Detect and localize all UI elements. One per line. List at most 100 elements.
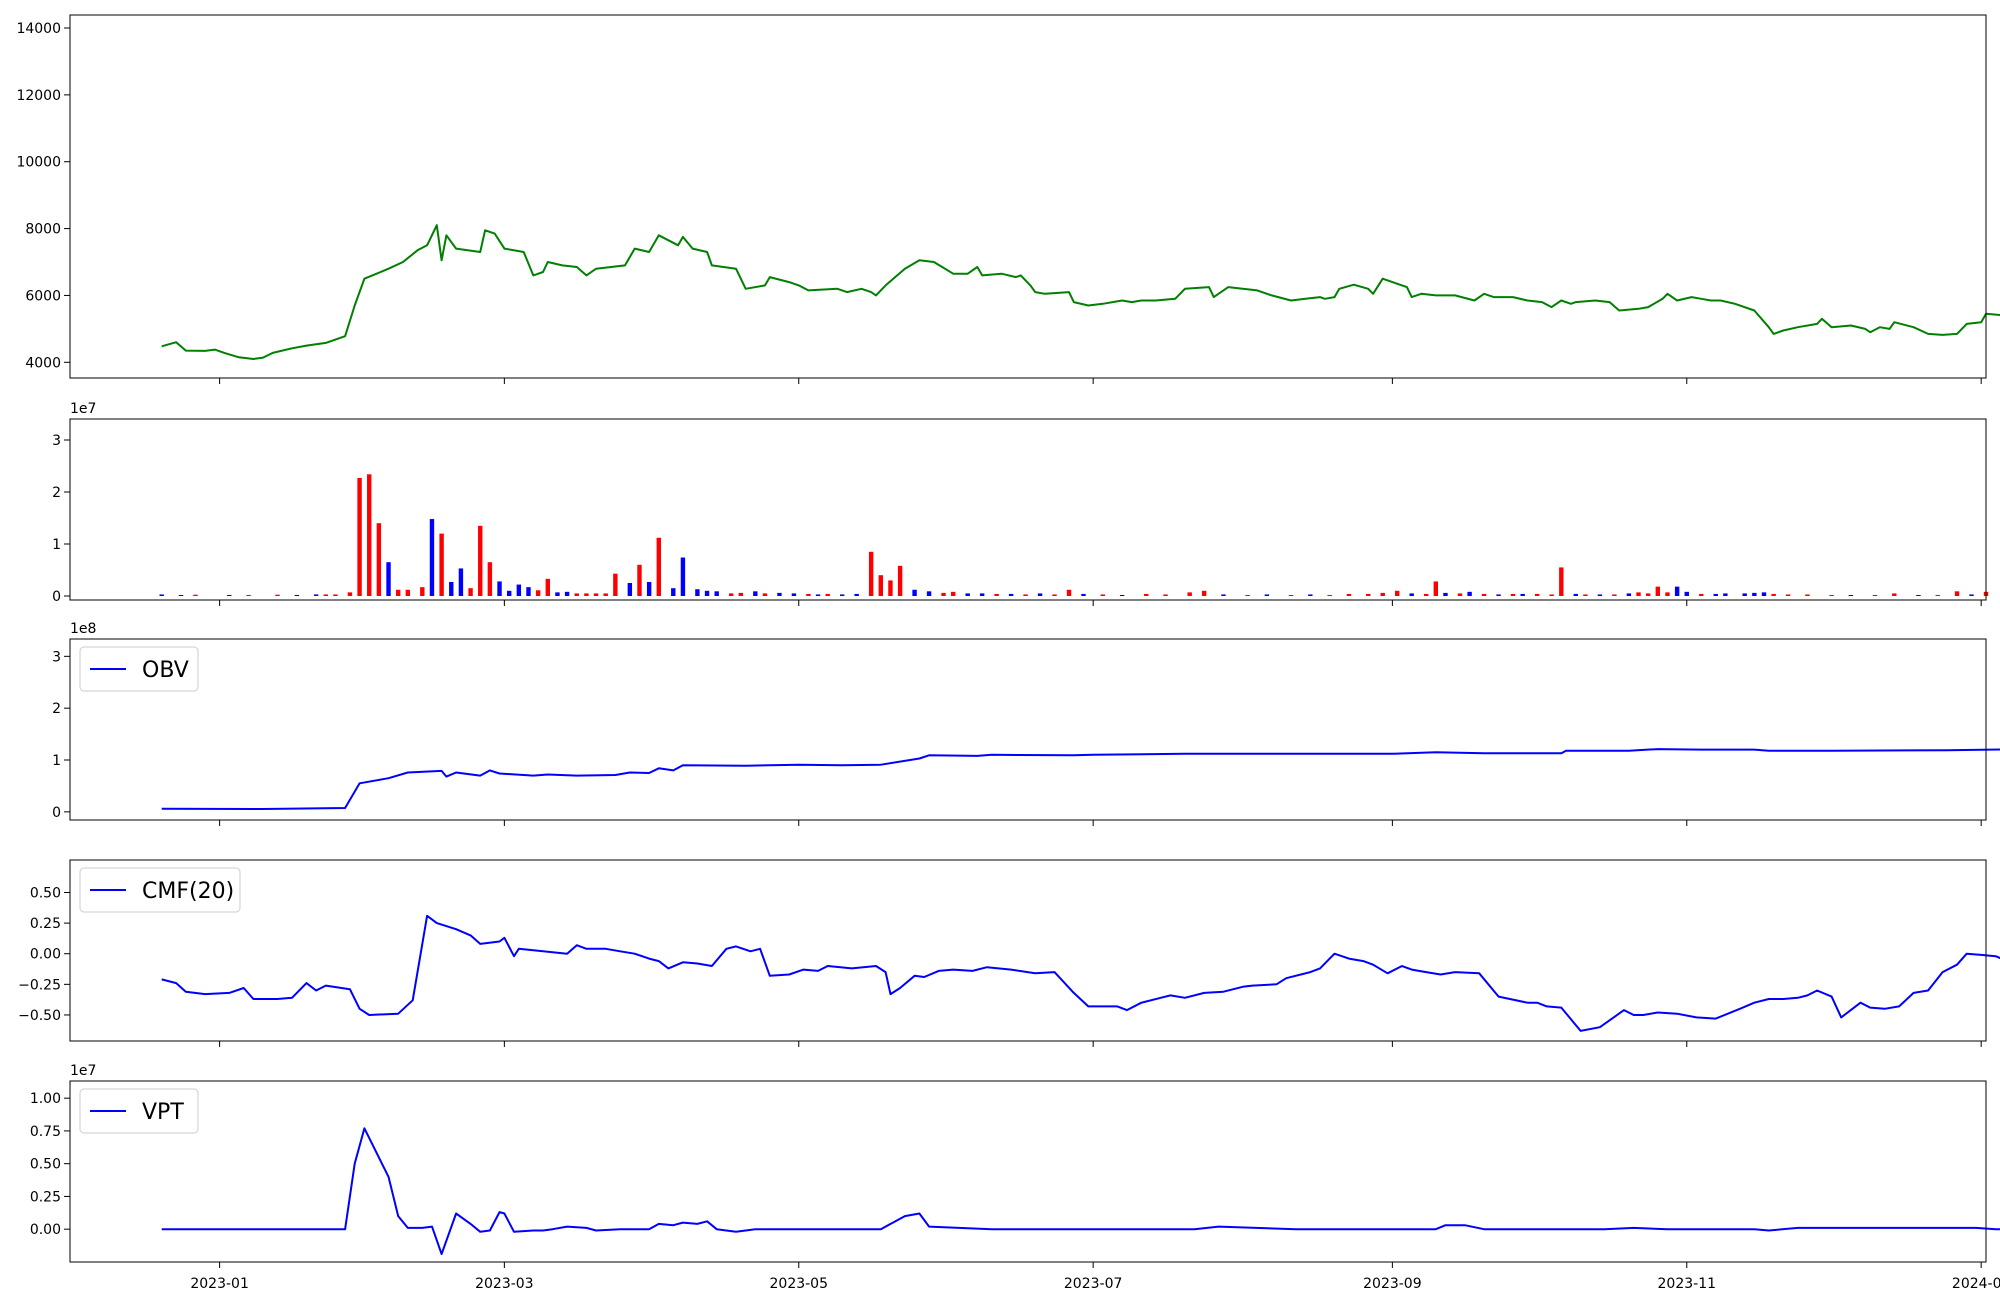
- volume-bar: [1119, 594, 1125, 596]
- volume-bar: [627, 583, 633, 596]
- vpt-ytick-label: 0.50: [30, 1157, 61, 1173]
- volume-bar: [545, 578, 550, 596]
- obv-line: [161, 748, 2000, 810]
- volume-bar: [1872, 594, 1878, 596]
- obv-ytick-label: 1: [52, 753, 61, 769]
- volume-bar: [357, 477, 362, 596]
- volume-bar: [1583, 594, 1588, 596]
- volume-bar: [637, 564, 642, 596]
- volume-bar: [1081, 593, 1086, 596]
- x-tick-label: 2023-09: [1363, 1276, 1422, 1292]
- volume-bar: [386, 562, 391, 596]
- volume-bar: [584, 593, 589, 596]
- volume-panel: 0 1 2 3 1e7: [52, 401, 1989, 606]
- volume-bar: [728, 593, 734, 596]
- volume-bar: [1187, 592, 1192, 596]
- volume-bar: [897, 565, 903, 596]
- obv-legend-label: OBV: [142, 658, 189, 683]
- volume-bar: [912, 589, 917, 596]
- cmf-ytick-label: −0.50: [18, 1008, 61, 1024]
- cmf-ytick-label: 0.50: [30, 885, 61, 901]
- volume-bar: [1636, 592, 1641, 596]
- x-tick-label: 2023-03: [475, 1276, 534, 1292]
- volume-bar: [178, 594, 184, 596]
- volume-bar: [646, 581, 652, 596]
- vpt-panel: 0.00 0.25 0.50 0.75 1.00 1e7 2023-01 2023-03 202…: [30, 1063, 2000, 1292]
- volume-bar: [1496, 594, 1501, 596]
- volume-bar: [333, 594, 338, 596]
- volume-bar: [926, 591, 932, 596]
- volume-bar: [1008, 593, 1014, 596]
- cmf-legend: CMF(20): [79, 867, 241, 913]
- vpt-ytick-label: 1.00: [30, 1091, 61, 1107]
- obv-ytick-label: 0: [52, 805, 61, 821]
- volume-ytick-label: 3: [52, 433, 61, 449]
- x-tick-label: 2023-01: [190, 1276, 249, 1292]
- volume-bar: [227, 594, 232, 596]
- volume-bar: [603, 593, 608, 596]
- volume-bar: [777, 592, 782, 596]
- vpt-legend-box: [79, 1088, 199, 1134]
- vpt-line: [161, 1127, 2000, 1256]
- price-panel: 4000 6000 8000 10000 12000 14000: [16, 14, 2000, 384]
- volume-ytick-label: 0: [52, 589, 61, 605]
- volume-bar: [1366, 593, 1371, 596]
- obv-plot-frame: [69, 638, 1987, 821]
- volume-bar: [1665, 592, 1670, 596]
- volume-bar: [246, 594, 251, 596]
- x-tick-label: 2023-05: [770, 1276, 829, 1292]
- volume-bar: [593, 593, 599, 596]
- volume-bar: [1848, 594, 1854, 596]
- volume-bar: [1612, 594, 1617, 596]
- volume-bar: [1264, 594, 1270, 596]
- volume-bar: [878, 575, 884, 596]
- volume-bar: [825, 593, 830, 596]
- vpt-legend: VPT: [79, 1088, 199, 1134]
- volume-bar: [1626, 593, 1632, 596]
- obv-legend: OBV: [79, 646, 199, 692]
- volume-bar: [1771, 593, 1776, 596]
- volume-bar: [1761, 592, 1767, 596]
- volume-bar: [1534, 593, 1540, 596]
- volume-bar: [950, 591, 956, 596]
- volume-bar: [449, 581, 454, 596]
- vpt-ytick-label: 0.00: [30, 1222, 61, 1238]
- volume-bar: [1829, 594, 1834, 596]
- volume-bar: [516, 584, 522, 596]
- volume-bar: [613, 573, 618, 596]
- volume-bar: [1573, 593, 1578, 596]
- obv-offset-label: 1e8: [70, 621, 96, 637]
- volume-ytick-label: 2: [52, 485, 61, 501]
- price-ytick-label: 4000: [25, 355, 61, 371]
- price-ytick-label: 6000: [25, 288, 61, 304]
- cmf-plot-frame: [69, 859, 1987, 1042]
- volume-bar: [762, 593, 768, 596]
- vpt-legend-label: VPT: [142, 1100, 184, 1125]
- volume-bar: [941, 592, 946, 596]
- volume-bar: [1559, 567, 1564, 596]
- volume-bar: [468, 588, 473, 596]
- volume-bar: [1935, 594, 1940, 596]
- cmf-panel: −0.50 −0.25 0.00 0.25 0.50 CMF(20): [18, 859, 2000, 1047]
- vpt-ytick-label: 0.25: [30, 1189, 61, 1205]
- volume-bar: [1684, 591, 1689, 596]
- price-ytick-label: 10000: [16, 155, 61, 171]
- volume-bar: [395, 589, 401, 596]
- volume-bar: [1100, 594, 1106, 596]
- obv-panel: 0 1 2 3 1e8 OBV: [52, 621, 2000, 826]
- volume-bar: [1742, 593, 1747, 596]
- volume-bar: [159, 594, 164, 596]
- volume-bar: [704, 590, 710, 596]
- volume-bar: [405, 589, 411, 596]
- volume-bar: [1308, 594, 1313, 596]
- x-tick-label: 2023-07: [1064, 1276, 1123, 1292]
- x-tick-label: 2024-01: [1952, 1276, 2000, 1292]
- volume-bar: [275, 594, 280, 596]
- volume-bar: [458, 568, 464, 596]
- volume-bar: [376, 523, 382, 596]
- volume-bar: [815, 594, 821, 596]
- x-tick-label: 2023-11: [1658, 1276, 1717, 1292]
- cmf-ytick-label: −0.25: [18, 977, 61, 993]
- volume-bar: [680, 557, 686, 596]
